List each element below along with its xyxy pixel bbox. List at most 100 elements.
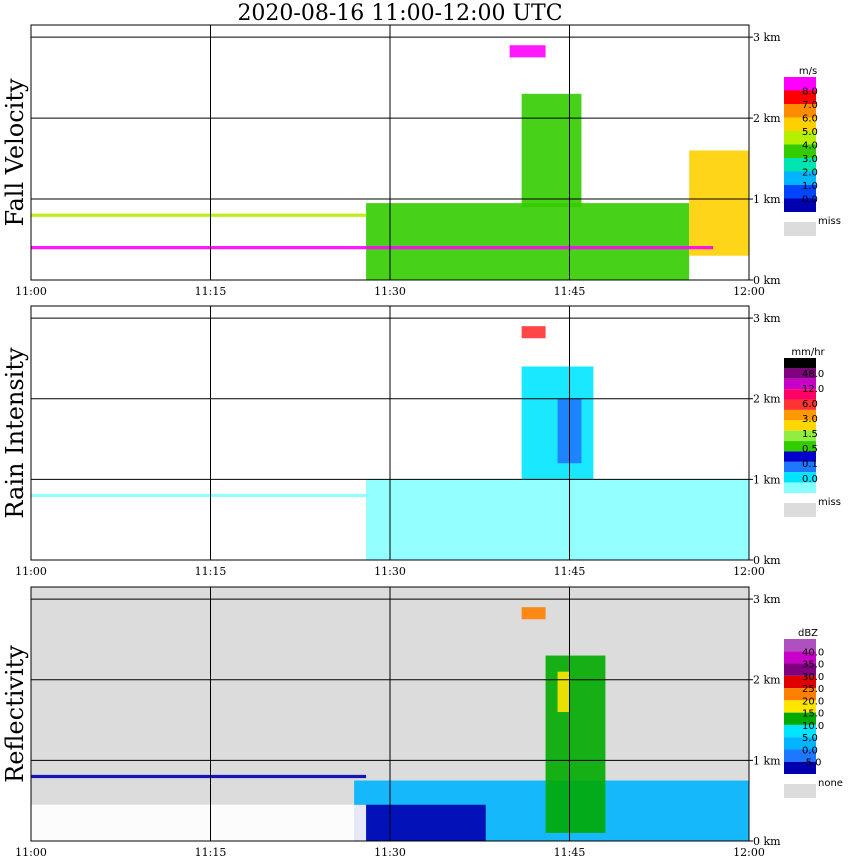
colorbar-level-label: 0.0 — [802, 474, 818, 485]
colorbar-missing-label: none — [818, 778, 843, 789]
colorbar-swatch — [784, 409, 816, 421]
colorbar-level-label: 25.0 — [802, 684, 824, 695]
echo-region-4 — [689, 150, 749, 256]
colorbar-level-label: 1.5 — [802, 429, 818, 440]
colorbar-swatch — [784, 472, 816, 483]
x-tick-label: 12:00 — [733, 846, 765, 859]
colorbar-swatch — [784, 761, 816, 774]
colorbar-swatch — [784, 651, 816, 664]
echo-region-2 — [354, 804, 486, 841]
echo-region-5 — [31, 493, 367, 498]
colorbar-swatch — [784, 368, 816, 379]
y-tick-label: 3 km — [753, 31, 781, 44]
colorbar-level-label: 40.0 — [802, 647, 824, 658]
x-tick-label: 11:15 — [195, 285, 227, 298]
y-tick-label: 2 km — [753, 112, 781, 125]
plot-frame — [30, 586, 750, 842]
colorbar-swatch — [784, 131, 816, 145]
x-tick-label: 11:00 — [15, 285, 47, 298]
colorbar-swatch — [784, 77, 816, 91]
colorbar-swatch — [784, 117, 816, 131]
colorbar-swatch — [784, 420, 816, 431]
colorbar-swatch — [784, 144, 816, 158]
y-tick-label: 3 km — [753, 312, 781, 325]
colorbar-swatch — [784, 441, 816, 452]
y-tick-label: 2 km — [753, 674, 781, 687]
colorbar-missing-label: miss — [818, 216, 841, 227]
y-axis-title: Reflectivity — [1, 645, 29, 783]
colorbar-level-label: 2.0 — [802, 168, 818, 179]
y-tick-label: 3 km — [753, 593, 781, 606]
x-tick-label: 11:45 — [554, 846, 586, 859]
colorbar-swatch — [784, 104, 816, 118]
x-tick-label: 11:00 — [15, 846, 47, 859]
colorbar: mm/hr 48.0 12.0 6.0 3.0 1.5 0.5 0.1 0.0 miss — [784, 347, 841, 517]
colorbar-swatch — [784, 639, 816, 652]
colorbar-level-label: 8.0 — [802, 87, 818, 98]
colorbar-level-label: 4.0 — [802, 141, 818, 152]
colorbar-swatch — [784, 430, 816, 442]
colorbar-missing-swatch — [784, 784, 816, 798]
y-axis-title: Fall Velocity — [1, 78, 29, 227]
plot-frame — [30, 305, 750, 561]
colorbar-swatch — [784, 688, 816, 701]
colorbar-swatch — [784, 358, 816, 369]
x-tick-label: 11:15 — [195, 565, 227, 578]
colorbar-level-label: 3.0 — [802, 414, 818, 425]
colorbar-level-label: 0.0 — [802, 745, 818, 756]
colorbar-unit: m/s — [799, 66, 817, 77]
colorbar-swatch — [784, 749, 816, 762]
colorbar-swatch — [784, 378, 816, 390]
colorbar-swatch — [784, 171, 816, 185]
x-tick-label: 12:00 — [733, 565, 765, 578]
x-tick-label: 11:00 — [15, 565, 47, 578]
echo-region-4 — [557, 671, 570, 712]
colorbar-unit: dBZ — [798, 628, 818, 639]
colorbar-level-label: 30.0 — [802, 672, 824, 683]
colorbar-level-label: 6.0 — [802, 114, 818, 125]
colorbar-swatch — [784, 675, 816, 689]
colorbar-level-label: 6.0 — [802, 399, 818, 410]
colorbar-swatch — [784, 90, 816, 104]
colorbar-level-label: 0.5 — [802, 444, 818, 455]
x-tick-label: 11:30 — [374, 565, 406, 578]
echo-region-1 — [366, 479, 749, 560]
echo-region-3 — [509, 45, 546, 58]
colorbar-level-label: 3.0 — [802, 154, 818, 165]
echo-region-6 — [31, 246, 714, 250]
panel-3: 11:00 11:15 11:30 11:45 12:000 km 1 km 2 km 3 k… — [1, 586, 843, 859]
colorbar-swatch — [784, 482, 816, 493]
y-axis-title: Rain Intensity — [1, 347, 29, 519]
colorbar-swatch — [784, 451, 816, 462]
colorbar-missing-swatch — [784, 503, 816, 517]
colorbar-swatch — [784, 700, 816, 713]
echo-region-2 — [521, 93, 582, 208]
colorbar-level-label: 48.0 — [802, 369, 824, 380]
colorbar-level-label: 12.0 — [802, 384, 824, 395]
echo-region-7 — [31, 774, 367, 779]
panel-2: 11:00 11:15 11:30 11:45 12:000 km 1 km 2 km 3 k… — [1, 305, 841, 578]
colorbar: dBZ 40.0 35.030.025.020.0 15.010.05.00.0 -5.… — [784, 628, 843, 798]
echo-region-5 — [521, 607, 546, 620]
colorbar-level-label: 10.0 — [802, 721, 824, 732]
colorbar-swatch — [784, 663, 816, 676]
colorbar-missing-label: miss — [818, 497, 841, 508]
echo-region-1 — [366, 203, 690, 280]
figure-title: 2020-08-16 11:00-12:00 UTC — [237, 1, 563, 26]
x-tick-label: 11:45 — [554, 285, 586, 298]
x-tick-label: 11:45 — [554, 565, 586, 578]
echo-region-5 — [31, 213, 367, 217]
colorbar-level-label: -5.0 — [802, 758, 822, 769]
colorbar-swatch — [784, 158, 816, 172]
colorbar-level-label: 15.0 — [802, 709, 824, 720]
colorbar-level-label: 35.0 — [802, 660, 824, 671]
colorbar-unit: mm/hr — [791, 347, 825, 358]
colorbar-level-label: 5.0 — [802, 733, 818, 744]
colorbar-missing-swatch — [784, 222, 816, 236]
y-tick-label: 0 km — [753, 274, 781, 287]
y-tick-label: 1 km — [753, 473, 781, 486]
colorbar-level-label: 7.0 — [802, 100, 818, 111]
colorbar-swatch — [784, 185, 816, 199]
x-tick-label: 11:30 — [374, 285, 406, 298]
